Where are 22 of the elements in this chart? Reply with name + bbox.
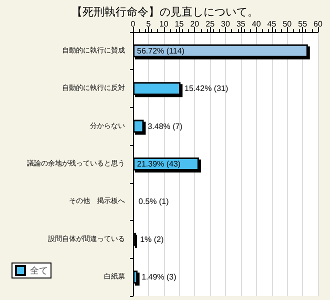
data-label: 1% (2) [140, 234, 164, 244]
x-tick-label: 45 [267, 20, 277, 28]
x-tick-label: 0 [130, 20, 136, 28]
x-tick-label: 20 [190, 20, 200, 28]
x-tick-label: 30 [221, 20, 230, 28]
x-tick-label: 40 [252, 20, 262, 28]
x-tick-label: 10 [159, 20, 169, 28]
x-tick-label: 5 [146, 20, 152, 28]
x-tick-label: 50 [282, 20, 292, 28]
x-tick-label: 60 [314, 20, 323, 28]
x-tick-label: 15 [174, 20, 184, 28]
chart-title: 【死刑執行命令】の見直しについて。 [72, 6, 258, 18]
x-tick-label: 25 [206, 20, 216, 28]
x-tick-label: 35 [236, 20, 246, 28]
data-label: 15.42% (31) [184, 84, 228, 94]
data-label: 1.49% (3) [142, 272, 177, 282]
data-label: 56.72% (114) [137, 46, 185, 56]
legend-label: 全て [30, 266, 48, 276]
data-label: 21.39% (43) [137, 160, 181, 168]
data-label: 0.5% (1) [138, 197, 170, 206]
data-label: 3.48% (7) [148, 122, 183, 131]
x-tick-label: 55 [298, 20, 308, 28]
